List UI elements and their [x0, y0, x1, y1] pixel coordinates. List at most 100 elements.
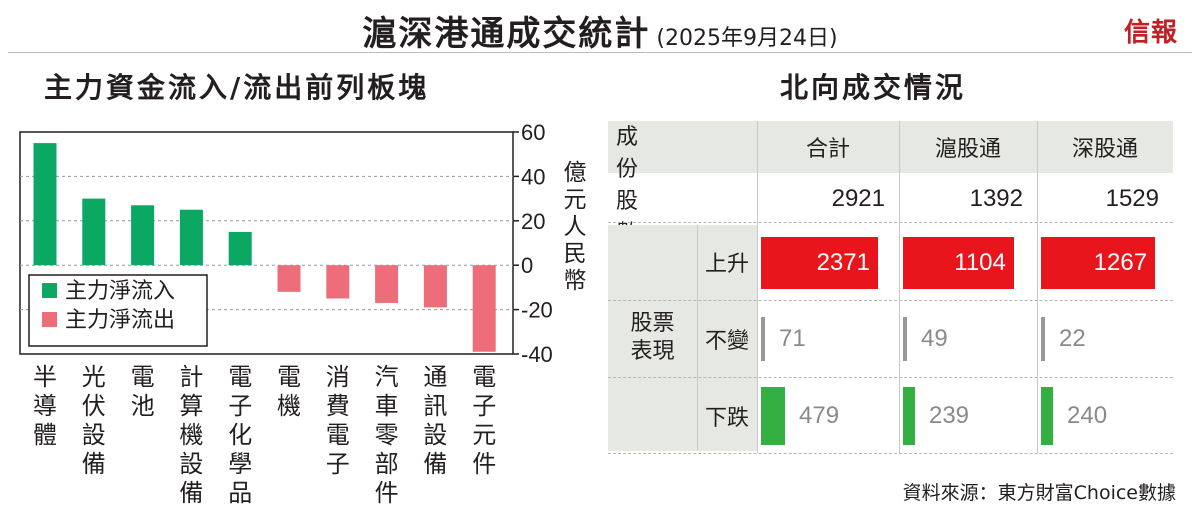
right-panel-title: 北向成交情況: [780, 71, 967, 104]
up-value: 1104: [954, 249, 1006, 276]
outflow-bar: [423, 265, 447, 308]
fund-flow-bar-chart: 6040200-20-40億元人民幣半導體光伏設備電池計算機設備電子化學品電機消…: [19, 120, 587, 507]
y-axis-label-char: 元: [564, 187, 587, 213]
outflow-bar: [326, 265, 350, 299]
column-divider: [1037, 121, 1038, 453]
column-divider: [757, 121, 758, 453]
x-tick-label-char: 件: [375, 479, 399, 507]
x-tick-label-char: 設: [179, 450, 203, 478]
x-tick-label-char: 備: [423, 450, 447, 478]
x-tick-label-char: 電: [228, 363, 252, 391]
unchanged-value: 49: [921, 325, 948, 352]
x-tick-label-char: 消: [326, 363, 350, 391]
inflow-bar: [179, 209, 203, 266]
y-tick-label: -20: [521, 298, 553, 323]
unchanged-value: 22: [1059, 325, 1086, 352]
main-title: 滬深港通成交統計: [362, 14, 651, 54]
x-tick-label-char: 訊: [423, 392, 447, 420]
x-tick-label-char: 車: [375, 392, 399, 420]
inflow-bar: [82, 198, 106, 266]
x-tick-label-char: 機: [277, 392, 301, 420]
brand-logo: 信報: [1123, 18, 1178, 48]
count-value: 1529: [1105, 184, 1159, 212]
up-value: 1267: [1093, 249, 1148, 276]
row-divider: [608, 300, 1173, 301]
x-tick-label-char: 備: [82, 450, 106, 478]
x-tick-label-char: 子: [472, 392, 496, 420]
perf-label-bg: [697, 225, 757, 451]
y-tick-label: 60: [521, 120, 545, 145]
x-tick-label-char: 品: [228, 479, 252, 507]
plot-frame: [19, 131, 514, 355]
left-panel-title: 主力資金流入/流出前列板塊: [44, 71, 430, 104]
outflow-bar: [277, 265, 301, 292]
up-bar: [1041, 237, 1156, 289]
x-tick-label-char: 電: [277, 363, 301, 391]
column-header: 深股通: [1037, 121, 1173, 173]
x-tick-label-char: 子: [228, 392, 252, 420]
x-tick-label-char: 備: [179, 479, 203, 507]
y-tick-label: -40: [521, 342, 553, 367]
x-tick-label-char: 池: [131, 392, 155, 420]
down-bar: [903, 387, 915, 445]
down-value: 239: [928, 402, 970, 429]
group-label: 股票表現: [630, 311, 675, 364]
outflow-bar: [375, 265, 399, 303]
up-value: 2371: [816, 249, 870, 276]
legend-swatch: [42, 312, 57, 327]
x-tick-label-char: 化: [228, 421, 252, 449]
column-header: 合計: [757, 121, 899, 173]
x-tick-label-char: 費: [326, 392, 350, 420]
x-tick-label-char: 機: [179, 421, 203, 449]
legend-box: [28, 274, 208, 347]
x-tick-label-char: 計: [179, 363, 203, 391]
unchanged-bar: [903, 317, 907, 361]
count-value: 2921: [831, 184, 885, 212]
column-header: 滬股通: [899, 121, 1037, 173]
chart-title-block: 滬深港通成交統計 (2025年9月24日): [0, 6, 1200, 54]
down-value: 240: [1067, 402, 1108, 429]
row-label: 成份股數量: [616, 125, 639, 278]
x-tick-label-char: 子: [326, 450, 350, 478]
perf-row-label: 下跌: [704, 406, 749, 431]
legend-label: 主力淨流出: [65, 308, 175, 333]
down-bar: [1041, 387, 1054, 445]
x-tick-label-char: 通: [423, 363, 447, 391]
x-tick-label-char: 設: [423, 421, 447, 449]
x-tick-label-char: 光: [82, 363, 106, 391]
unchanged-value: 71: [779, 325, 806, 352]
up-bar: [761, 237, 878, 289]
x-tick-label-char: 部: [375, 450, 399, 478]
row-divider: [608, 377, 1173, 378]
group-label-bg: [608, 225, 697, 451]
title-divider: [8, 52, 1192, 53]
x-tick-label-char: 件: [472, 450, 496, 478]
y-axis-label-char: 幣: [564, 268, 587, 294]
y-axis-label-char: 人: [564, 214, 587, 240]
source-note: 資料來源：東方財富Choice數據: [902, 482, 1176, 504]
x-tick-label-char: 設: [82, 421, 106, 449]
down-bar: [761, 387, 785, 445]
up-bar: [903, 237, 1014, 289]
x-tick-label-char: 導: [33, 392, 57, 420]
row-divider: [608, 222, 1173, 223]
title-date: (2025年9月24日): [656, 26, 838, 51]
legend-swatch: [42, 283, 57, 298]
unchanged-bar: [1041, 317, 1045, 361]
x-tick-label-char: 電: [131, 363, 155, 391]
x-tick-label-char: 算: [179, 392, 203, 420]
x-tick-label-char: 電: [472, 363, 496, 391]
legend-label: 主力淨流入: [65, 279, 175, 304]
perf-row-label: 不變: [704, 329, 749, 354]
y-axis-label-char: 億: [564, 160, 587, 186]
x-tick-label-char: 體: [33, 421, 57, 449]
y-tick-label: 40: [521, 164, 545, 189]
inflow-bar: [228, 231, 252, 266]
y-axis-label-char: 民: [564, 241, 587, 267]
x-tick-label-char: 元: [472, 421, 496, 449]
inflow-bar: [131, 205, 155, 266]
column-divider: [697, 225, 698, 451]
down-value: 479: [799, 402, 840, 429]
x-tick-label-char: 電: [326, 421, 350, 449]
x-tick-label-char: 半: [33, 363, 57, 391]
